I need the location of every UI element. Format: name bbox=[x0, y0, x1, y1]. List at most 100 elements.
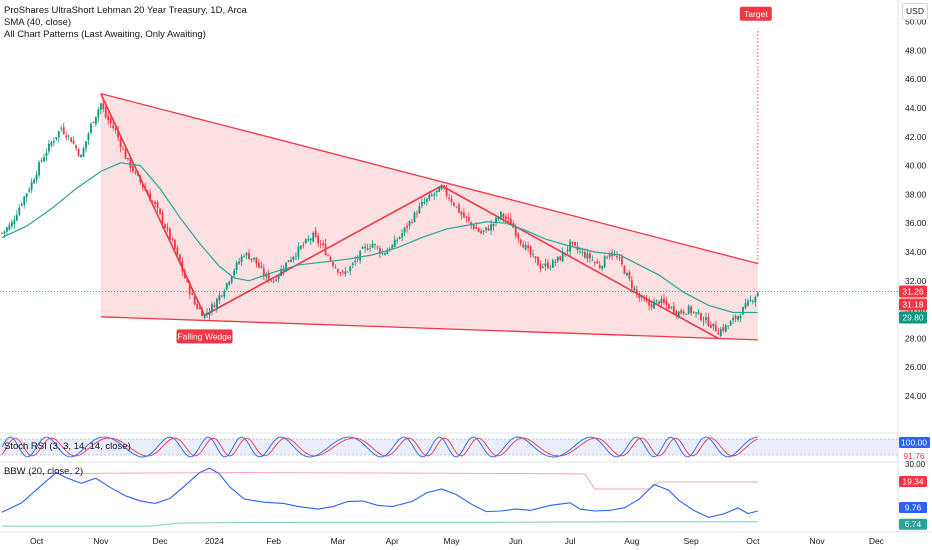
candle-body bbox=[62, 127, 65, 134]
candle-body bbox=[643, 298, 646, 300]
time-tick-label: Nov bbox=[93, 536, 109, 546]
time-axis[interactable]: Oct Nov Dec 2024 Feb Mar Apr May Jun Jul Aug Sep Oct… bbox=[30, 536, 885, 546]
currency-button[interactable]: USD bbox=[902, 3, 928, 20]
candle-body bbox=[658, 301, 660, 304]
time-tick-label: Oct bbox=[746, 536, 760, 546]
candle-body bbox=[134, 171, 137, 173]
price-tick-label: 32.00 bbox=[905, 276, 927, 286]
candle-body bbox=[238, 261, 241, 264]
time-tick-label: Jun bbox=[509, 536, 523, 546]
bbw-badge bbox=[899, 518, 927, 530]
price-tick-label: 36.00 bbox=[905, 218, 927, 228]
candle-body bbox=[337, 269, 339, 273]
price-tick-label: 38.00 bbox=[905, 189, 927, 199]
candle-body bbox=[665, 300, 668, 305]
candle-body bbox=[354, 260, 357, 263]
candle-body bbox=[139, 176, 142, 183]
sma-legend[interactable]: SMA (40, close) bbox=[4, 17, 72, 28]
candle-body bbox=[267, 272, 270, 281]
bbw-badge bbox=[899, 476, 927, 488]
candle-body bbox=[416, 213, 418, 215]
candle-body bbox=[154, 201, 157, 205]
main-plot[interactable]: Target Falling Wedge bbox=[0, 6, 898, 344]
bbw-badge-label: 9.76 bbox=[905, 502, 922, 512]
candle-body bbox=[174, 239, 176, 249]
candle-body bbox=[33, 179, 36, 184]
symbol-title[interactable]: ProShares UltraShort Lehman 20 Year Trea… bbox=[4, 5, 247, 16]
candle-body bbox=[324, 244, 327, 255]
candle-body bbox=[203, 314, 206, 318]
price-tick-label: 24.00 bbox=[905, 391, 927, 401]
candle-body bbox=[109, 118, 112, 124]
candle-body bbox=[680, 310, 683, 314]
price-badge bbox=[899, 285, 927, 298]
candle-body bbox=[542, 267, 544, 268]
candle-body bbox=[584, 252, 586, 258]
candle-body bbox=[65, 135, 68, 138]
price-axis[interactable]: 24.0026.0028.0030.0032.0034.0036.0038.00… bbox=[899, 17, 927, 401]
candle-body bbox=[371, 243, 374, 248]
stoch-rsi-legend[interactable]: Stoch RSI (3, 3, 14, 14, close) bbox=[4, 441, 131, 452]
candle-body bbox=[455, 206, 458, 208]
candle-body bbox=[67, 135, 70, 137]
candle-body bbox=[166, 227, 169, 229]
candle-body bbox=[675, 311, 678, 315]
candle-body bbox=[690, 306, 693, 313]
candle-body bbox=[129, 157, 132, 168]
candle-body bbox=[151, 201, 154, 203]
candle-body bbox=[492, 223, 495, 227]
candle-body bbox=[38, 162, 40, 176]
candle-body bbox=[243, 256, 245, 258]
candle-body bbox=[183, 270, 186, 279]
candle-body bbox=[245, 252, 248, 256]
candle-body bbox=[250, 258, 253, 261]
candle-body bbox=[15, 215, 18, 221]
candle-body bbox=[270, 279, 273, 281]
candle-body bbox=[638, 294, 641, 299]
candle-body bbox=[685, 313, 688, 315]
stoch-axis-tick: 30.00 bbox=[905, 460, 926, 469]
bbw-pane[interactable]: 19.34 9.76 6.74 bbox=[1, 467, 927, 530]
candle-body bbox=[43, 157, 45, 162]
candle-body bbox=[287, 260, 290, 263]
candle-body bbox=[104, 106, 107, 117]
candle-body bbox=[487, 228, 490, 231]
stoch-k-line bbox=[1, 436, 758, 458]
candle-body bbox=[374, 244, 376, 246]
candle-body bbox=[500, 211, 502, 218]
candle-body bbox=[20, 203, 23, 206]
candle-body bbox=[332, 262, 334, 267]
candle-body bbox=[70, 137, 73, 143]
candle-body bbox=[522, 244, 525, 248]
candle-body bbox=[307, 239, 310, 241]
candle-body bbox=[257, 262, 260, 268]
candle-body bbox=[97, 109, 100, 118]
candle-body bbox=[472, 225, 475, 229]
candle-body bbox=[687, 306, 690, 314]
candle-body bbox=[218, 295, 221, 301]
candle-body bbox=[290, 259, 292, 262]
candle-body bbox=[465, 216, 468, 219]
candle-body bbox=[171, 238, 174, 241]
candle-body bbox=[144, 187, 147, 191]
candle-body bbox=[114, 128, 117, 130]
bbw-legend[interactable]: BBW (20, close, 2) bbox=[4, 466, 84, 477]
candle-body bbox=[744, 303, 747, 308]
candle-body bbox=[351, 263, 354, 265]
candle-body bbox=[640, 296, 643, 298]
candle-body bbox=[425, 198, 428, 202]
candle-body bbox=[544, 263, 547, 267]
patterns-legend[interactable]: All Chart Patterns (Last Awaiting, Only … bbox=[4, 29, 206, 40]
candle-body bbox=[364, 246, 366, 249]
candle-body bbox=[188, 282, 191, 295]
candle-body bbox=[272, 281, 275, 283]
candle-body bbox=[546, 262, 549, 269]
candle-body bbox=[346, 271, 349, 273]
candle-body bbox=[112, 125, 115, 128]
price-tick-label: 26.00 bbox=[905, 362, 927, 372]
stoch-k-value: 100.00 bbox=[901, 438, 927, 448]
candle-body bbox=[85, 141, 87, 149]
candle-body bbox=[277, 275, 280, 279]
